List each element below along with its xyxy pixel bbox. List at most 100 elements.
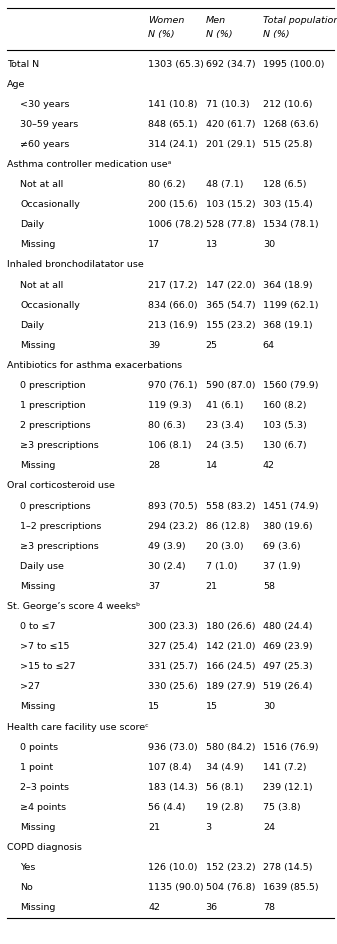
Text: 7 (1.0): 7 (1.0)	[206, 562, 237, 571]
Text: N (%): N (%)	[206, 30, 232, 39]
Text: 80 (6.3): 80 (6.3)	[148, 421, 186, 430]
Text: <30 years: <30 years	[20, 100, 70, 109]
Text: 71 (10.3): 71 (10.3)	[206, 100, 249, 109]
Text: Missing: Missing	[20, 462, 56, 470]
Text: 69 (3.6): 69 (3.6)	[263, 542, 301, 550]
Text: 42: 42	[263, 462, 275, 470]
Text: 24: 24	[263, 823, 275, 832]
Text: 37: 37	[148, 582, 160, 591]
Text: 103 (15.2): 103 (15.2)	[206, 200, 255, 210]
Text: 155 (23.2): 155 (23.2)	[206, 321, 255, 329]
Text: 314 (24.1): 314 (24.1)	[148, 140, 198, 149]
Text: 2–3 points: 2–3 points	[20, 783, 69, 792]
Text: 19 (2.8): 19 (2.8)	[206, 803, 243, 812]
Text: Not at all: Not at all	[20, 180, 63, 189]
Text: 528 (77.8): 528 (77.8)	[206, 220, 255, 229]
Text: 848 (65.1): 848 (65.1)	[148, 120, 198, 128]
Text: 21: 21	[148, 823, 160, 832]
Text: 327 (25.4): 327 (25.4)	[148, 642, 198, 651]
Text: 497 (25.3): 497 (25.3)	[263, 663, 312, 671]
Text: 86 (12.8): 86 (12.8)	[206, 522, 249, 531]
Text: Missing: Missing	[20, 582, 56, 591]
Text: 331 (25.7): 331 (25.7)	[148, 663, 198, 671]
Text: 213 (16.9): 213 (16.9)	[148, 321, 198, 329]
Text: >15 to ≤27: >15 to ≤27	[20, 663, 76, 671]
Text: 0 points: 0 points	[20, 743, 58, 751]
Text: 23 (3.4): 23 (3.4)	[206, 421, 243, 430]
Text: 2 prescriptions: 2 prescriptions	[20, 421, 91, 430]
Text: 128 (6.5): 128 (6.5)	[263, 180, 306, 189]
Text: 103 (5.3): 103 (5.3)	[263, 421, 307, 430]
Text: 14: 14	[206, 462, 218, 470]
Text: 75 (3.8): 75 (3.8)	[263, 803, 301, 812]
Text: 303 (15.4): 303 (15.4)	[263, 200, 313, 210]
Text: 37 (1.9): 37 (1.9)	[263, 562, 301, 571]
Text: 368 (19.1): 368 (19.1)	[263, 321, 312, 329]
Text: 39: 39	[148, 341, 160, 350]
Text: Daily use: Daily use	[20, 562, 64, 571]
Text: 294 (23.2): 294 (23.2)	[148, 522, 198, 531]
Text: 1–2 prescriptions: 1–2 prescriptions	[20, 522, 101, 531]
Text: St. George’s score 4 weeksᵇ: St. George’s score 4 weeksᵇ	[7, 602, 140, 611]
Text: 15: 15	[148, 702, 160, 712]
Text: 36: 36	[206, 903, 218, 913]
Text: 21: 21	[206, 582, 218, 591]
Text: 1639 (85.5): 1639 (85.5)	[263, 884, 318, 892]
Text: 119 (9.3): 119 (9.3)	[148, 401, 192, 410]
Text: 130 (6.7): 130 (6.7)	[263, 441, 306, 450]
Text: ≥4 points: ≥4 points	[20, 803, 66, 812]
Text: Oral corticosteroid use: Oral corticosteroid use	[7, 481, 115, 491]
Text: 64: 64	[263, 341, 275, 350]
Text: ≠60 years: ≠60 years	[20, 140, 70, 149]
Text: 25: 25	[206, 341, 218, 350]
Text: 278 (14.5): 278 (14.5)	[263, 863, 312, 872]
Text: 78: 78	[263, 903, 275, 913]
Text: Yes: Yes	[20, 863, 36, 872]
Text: 504 (76.8): 504 (76.8)	[206, 884, 255, 892]
Text: 107 (8.4): 107 (8.4)	[148, 763, 192, 772]
Text: 126 (10.0): 126 (10.0)	[148, 863, 198, 872]
Text: 201 (29.1): 201 (29.1)	[206, 140, 255, 149]
Text: 0 to ≤7: 0 to ≤7	[20, 622, 56, 632]
Text: Health care facility use scoreᶜ: Health care facility use scoreᶜ	[7, 722, 149, 732]
Text: 152 (23.2): 152 (23.2)	[206, 863, 255, 872]
Text: 189 (27.9): 189 (27.9)	[206, 683, 255, 691]
Text: N (%): N (%)	[263, 30, 289, 39]
Text: 364 (18.9): 364 (18.9)	[263, 280, 312, 290]
Text: 0 prescription: 0 prescription	[20, 381, 86, 390]
Text: 200 (15.6): 200 (15.6)	[148, 200, 198, 210]
Text: 590 (87.0): 590 (87.0)	[206, 381, 255, 390]
Text: 1995 (100.0): 1995 (100.0)	[263, 59, 324, 69]
Text: 30: 30	[263, 702, 275, 712]
Text: Missing: Missing	[20, 903, 56, 913]
Text: Men: Men	[206, 16, 226, 25]
Text: 1451 (74.9): 1451 (74.9)	[263, 501, 318, 511]
Text: Antibiotics for asthma exacerbations: Antibiotics for asthma exacerbations	[7, 361, 182, 370]
Text: 42: 42	[148, 903, 160, 913]
Text: 56 (4.4): 56 (4.4)	[148, 803, 186, 812]
Text: 30: 30	[263, 241, 275, 249]
Text: Daily: Daily	[20, 220, 44, 229]
Text: 239 (12.1): 239 (12.1)	[263, 783, 312, 792]
Text: 34 (4.9): 34 (4.9)	[206, 763, 243, 772]
Text: Women: Women	[148, 16, 185, 25]
Text: Total N: Total N	[7, 59, 39, 69]
Text: 380 (19.6): 380 (19.6)	[263, 522, 312, 531]
Text: 300 (23.3): 300 (23.3)	[148, 622, 198, 632]
Text: N (%): N (%)	[148, 30, 175, 39]
Text: Daily: Daily	[20, 321, 44, 329]
Text: 1135 (90.0): 1135 (90.0)	[148, 884, 204, 892]
Text: 1 prescription: 1 prescription	[20, 401, 86, 410]
Text: 30 (2.4): 30 (2.4)	[148, 562, 186, 571]
Text: Missing: Missing	[20, 702, 56, 712]
Text: 1268 (63.6): 1268 (63.6)	[263, 120, 318, 128]
Text: 13: 13	[206, 241, 218, 249]
Text: 160 (8.2): 160 (8.2)	[263, 401, 306, 410]
Text: 80 (6.2): 80 (6.2)	[148, 180, 186, 189]
Text: 28: 28	[148, 462, 160, 470]
Text: 106 (8.1): 106 (8.1)	[148, 441, 192, 450]
Text: Occasionally: Occasionally	[20, 200, 80, 210]
Text: 480 (24.4): 480 (24.4)	[263, 622, 312, 632]
Text: 212 (10.6): 212 (10.6)	[263, 100, 312, 109]
Text: 183 (14.3): 183 (14.3)	[148, 783, 198, 792]
